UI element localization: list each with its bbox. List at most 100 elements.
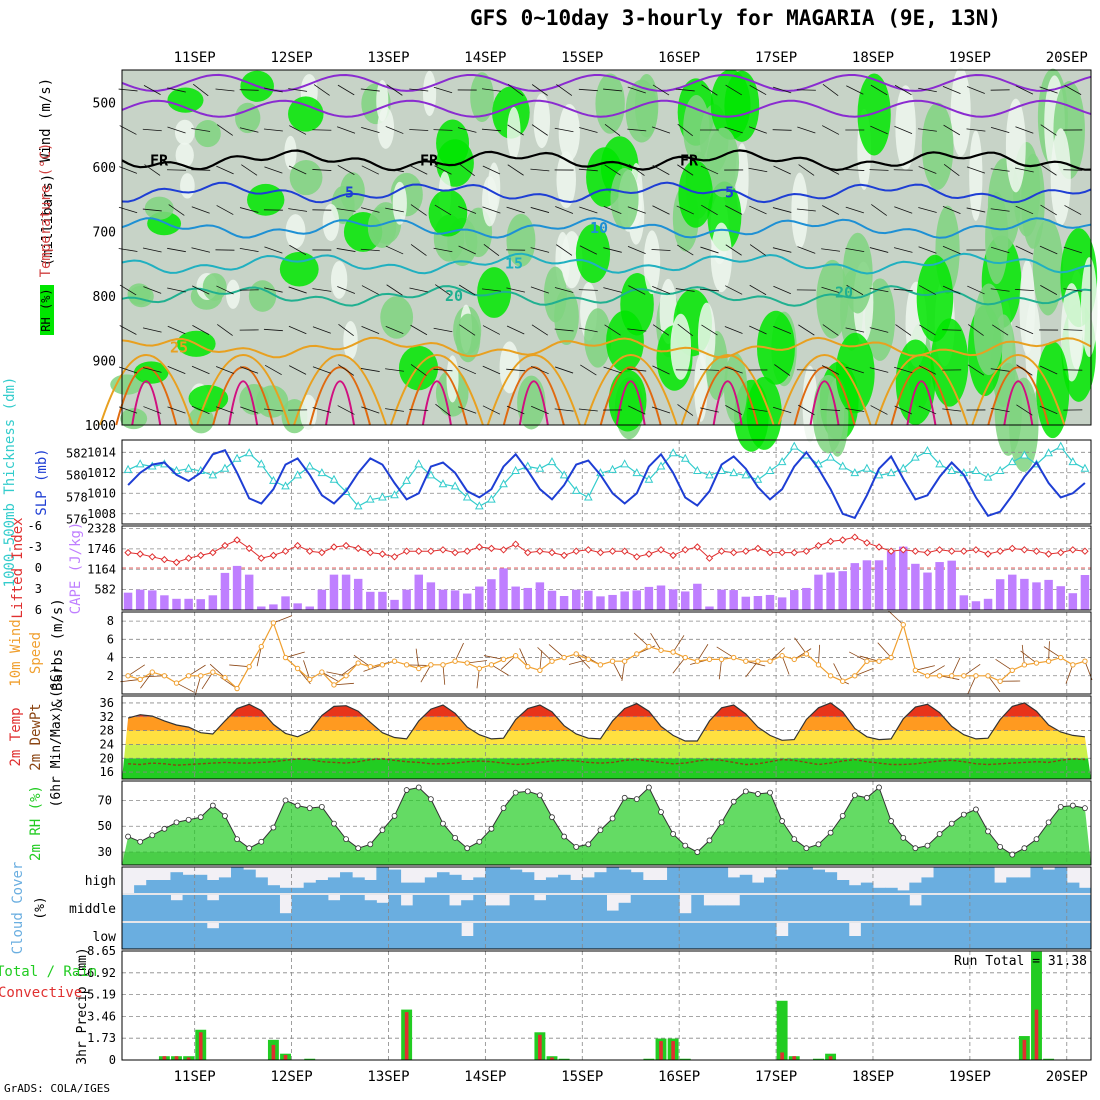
cloud-bar-high bbox=[412, 882, 426, 893]
precip-convective-bar bbox=[1034, 1009, 1039, 1060]
rh2m-point bbox=[173, 819, 180, 826]
cape-bar bbox=[777, 597, 787, 610]
date-bottom-label: 11SEP bbox=[174, 1069, 216, 1085]
cape-bar bbox=[802, 587, 811, 610]
thickness-point bbox=[426, 470, 436, 479]
wind-barb bbox=[603, 409, 623, 411]
thickness-point bbox=[1044, 448, 1053, 457]
thickness-point bbox=[329, 474, 339, 483]
wind-barb bbox=[798, 404, 815, 416]
cloud-bar-middle bbox=[412, 895, 426, 921]
wind-barb-10m bbox=[672, 635, 685, 653]
rh2m-point bbox=[960, 811, 967, 818]
cape-bar bbox=[983, 598, 993, 610]
rh-blob bbox=[895, 85, 916, 170]
cloud-bar-middle bbox=[1078, 895, 1092, 921]
cloud-bar-low bbox=[800, 923, 813, 949]
rh-blob bbox=[422, 70, 437, 117]
wind-speed-point bbox=[1033, 660, 1040, 666]
wind-speed-point bbox=[391, 658, 398, 664]
lifted-index-point bbox=[754, 544, 762, 553]
wind-barb bbox=[530, 247, 550, 253]
wind-barb-10m bbox=[176, 682, 195, 693]
wind-barb-10m bbox=[476, 668, 480, 689]
rh2m-point bbox=[682, 842, 689, 849]
temp-line bbox=[127, 702, 1085, 742]
cloud-bar-high bbox=[545, 877, 559, 893]
wind-barb bbox=[482, 165, 501, 175]
temp-frame bbox=[121, 695, 1092, 780]
cloud-bar-low bbox=[909, 923, 922, 949]
wind-barb bbox=[822, 324, 839, 336]
thickness-point bbox=[293, 470, 302, 479]
wind-barb-10m bbox=[987, 675, 1001, 693]
date-bottom-label: 15SEP bbox=[561, 1069, 603, 1085]
rh2m-point bbox=[452, 834, 458, 841]
wind-barb bbox=[918, 285, 936, 295]
cloud-bar-low bbox=[739, 923, 753, 949]
cloud-bar-high bbox=[485, 867, 498, 893]
cloud-bar-low bbox=[146, 923, 159, 949]
date-top-label: 17SEP bbox=[755, 50, 797, 66]
wind-barb-10m bbox=[353, 654, 371, 667]
thickness-point bbox=[620, 459, 630, 468]
wind-barb bbox=[385, 245, 404, 255]
rh-blob bbox=[791, 172, 809, 249]
cape-bar bbox=[971, 601, 981, 610]
cloud-bar-middle bbox=[703, 905, 717, 921]
precip-convective-bar bbox=[550, 1057, 554, 1060]
isotherm-label-20: 20 bbox=[445, 287, 463, 305]
wind-barb bbox=[289, 125, 307, 135]
wind-barb bbox=[822, 84, 839, 96]
wind-barb bbox=[409, 129, 429, 131]
cloud-bar-low bbox=[364, 923, 377, 949]
wind-barb-10m bbox=[995, 658, 1013, 671]
wind-barb bbox=[772, 247, 792, 253]
wind-barb bbox=[967, 364, 985, 376]
wind-barb bbox=[143, 367, 162, 373]
lifted-index-point bbox=[390, 553, 399, 561]
thickness-point bbox=[862, 463, 872, 472]
wind-speed-point bbox=[1070, 662, 1076, 668]
lifted-index-point bbox=[330, 543, 338, 551]
rh-blob bbox=[985, 191, 1009, 285]
wind-barb bbox=[1040, 164, 1057, 176]
rh-blob bbox=[842, 232, 873, 314]
wind-barb bbox=[556, 244, 573, 256]
cape-bar bbox=[402, 589, 411, 610]
cloud-bar-middle bbox=[642, 895, 656, 921]
rh-blob bbox=[517, 375, 546, 430]
cape-bar bbox=[693, 583, 702, 610]
wind-barb bbox=[1015, 126, 1034, 134]
wind-barb bbox=[554, 408, 574, 412]
rh2m-point bbox=[585, 841, 592, 848]
wind-barb-10m bbox=[406, 664, 427, 666]
thickness-tick: 576 bbox=[66, 513, 88, 527]
precip-convective-bar bbox=[186, 1057, 191, 1060]
wind-speed-point bbox=[634, 651, 640, 657]
cape-bar bbox=[874, 560, 884, 610]
wind-barb bbox=[457, 89, 477, 91]
wind-barb-10m bbox=[1021, 644, 1025, 665]
cape-bar bbox=[947, 560, 956, 610]
wind-barb bbox=[192, 325, 210, 335]
thickness-point bbox=[850, 468, 860, 477]
rh-blob bbox=[248, 280, 277, 312]
isotherm-label-15: 15 bbox=[505, 255, 523, 273]
wind-barb bbox=[1040, 124, 1057, 136]
wind-barb bbox=[773, 325, 792, 335]
cape-bar bbox=[353, 578, 363, 610]
wind-barb bbox=[990, 89, 1010, 91]
cloud-bar-middle bbox=[509, 895, 523, 921]
cloud-bar-low bbox=[533, 923, 547, 949]
wind-barb bbox=[409, 409, 429, 411]
rh-blob bbox=[812, 375, 845, 454]
wind-barb bbox=[119, 325, 137, 335]
cloud-bar-middle bbox=[485, 905, 498, 921]
cloud-bar-high bbox=[570, 880, 583, 893]
cloud-bar-high bbox=[848, 885, 862, 893]
cape-bar bbox=[717, 589, 726, 610]
cloud-bar-middle bbox=[388, 895, 402, 921]
wind-barb bbox=[919, 324, 936, 336]
cloud-bar-low bbox=[788, 923, 801, 949]
